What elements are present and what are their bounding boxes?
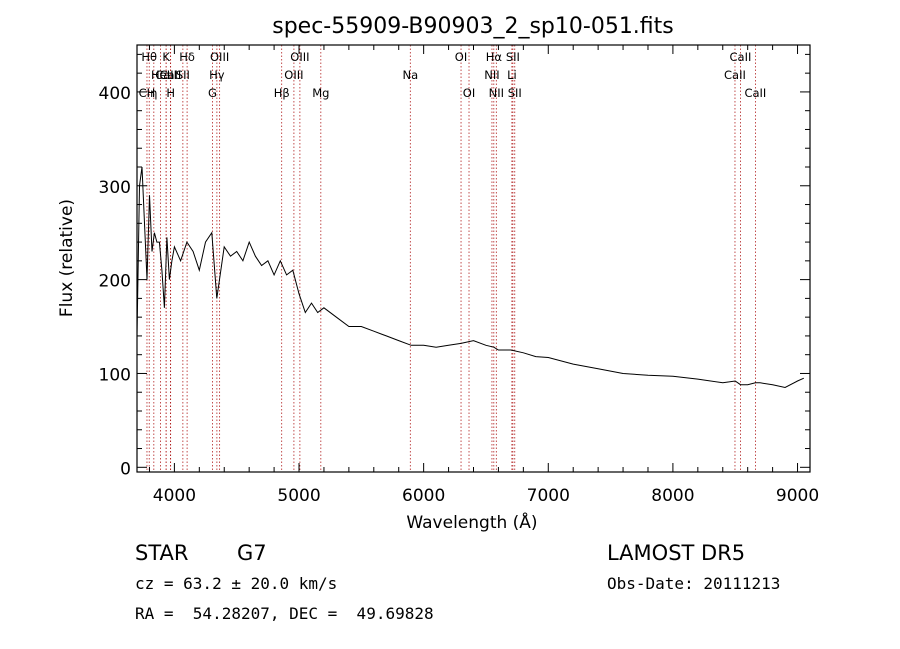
line-annotation-label: Hβ xyxy=(274,86,290,100)
line-annotation-label: SII xyxy=(176,68,190,82)
x-tick-label: 7000 xyxy=(527,486,570,506)
line-annotations: CaIIHKHθCaIICHηHeIHδSIIOIIIHγGOIIIOIIIHβ… xyxy=(139,50,767,100)
y-tick-label: 200 xyxy=(99,272,131,292)
line-annotation-label: OI xyxy=(463,86,475,100)
x-tick-label: 4000 xyxy=(153,486,196,506)
line-annotation-label: OIII xyxy=(290,50,309,64)
line-annotation-label: Hθ xyxy=(141,50,157,64)
line-annotation-label: Mg xyxy=(312,86,329,100)
x-axis: 4000 5000 6000 7000 8000 9000 xyxy=(148,45,819,506)
line-annotation-label: K xyxy=(162,50,170,64)
coordinates: RA = 54.28207, DEC = 49.69828 xyxy=(135,604,434,623)
line-annotation-label: CaII xyxy=(155,68,177,82)
y-axis-label: Flux (relative) xyxy=(57,199,77,317)
y-axis: 0 100 200 300 400 xyxy=(99,53,810,479)
y-tick-label: 100 xyxy=(99,365,131,385)
y-tick-label: 300 xyxy=(99,178,131,198)
x-tick-label: 9000 xyxy=(776,486,819,506)
redshift-cz: cz = 63.2 ± 20.0 km/s xyxy=(135,574,338,593)
line-annotation-label: NII xyxy=(484,68,499,82)
line-annotation-label: Na xyxy=(402,68,418,82)
line-annotation-label: OI xyxy=(455,50,467,64)
x-axis-label: Wavelength (Å) xyxy=(406,511,537,533)
x-tick-label: 5000 xyxy=(277,486,320,506)
plot-frame xyxy=(136,44,811,473)
object-class: STAR xyxy=(135,541,189,565)
spectrum-series xyxy=(136,166,805,389)
line-annotation-label: Hδ xyxy=(179,50,195,64)
y-tick-label: 400 xyxy=(99,84,131,104)
x-tick-label: 8000 xyxy=(651,486,694,506)
line-annotation-label: OIII xyxy=(284,68,303,82)
line-annotation-label: Hα xyxy=(486,50,503,64)
line-annotation-label: SII xyxy=(508,86,522,100)
line-annotation-label: H xyxy=(166,86,175,100)
line-annotation-label: CaII xyxy=(724,68,746,82)
line-annotation-label: CH xyxy=(139,86,156,100)
line-annotation-label: Hγ xyxy=(209,68,225,82)
line-annotation-label: NII xyxy=(489,86,504,100)
line-markers xyxy=(146,45,756,472)
line-annotation-label: Li xyxy=(507,68,517,82)
line-annotation-label: SII xyxy=(506,50,520,64)
line-annotation-label: HeI xyxy=(151,68,170,82)
line-annotation-label: OIII xyxy=(210,50,229,64)
line-annotation-label: CaII xyxy=(730,50,752,64)
x-tick-label: 6000 xyxy=(402,486,445,506)
observation-date: Obs-Date: 20111213 xyxy=(607,574,781,593)
subclass: G7 xyxy=(237,541,267,565)
line-annotation-label: CaII xyxy=(744,86,766,100)
data-release: LAMOST DR5 xyxy=(607,541,746,565)
y-tick-label: 0 xyxy=(120,459,131,479)
line-annotation-label: η xyxy=(150,86,157,100)
line-annotation-label: G xyxy=(208,86,217,100)
line-annotation-label: CaII xyxy=(159,68,181,82)
chart-title: spec-55909-B90903_2_sp10-051.fits xyxy=(272,14,674,39)
